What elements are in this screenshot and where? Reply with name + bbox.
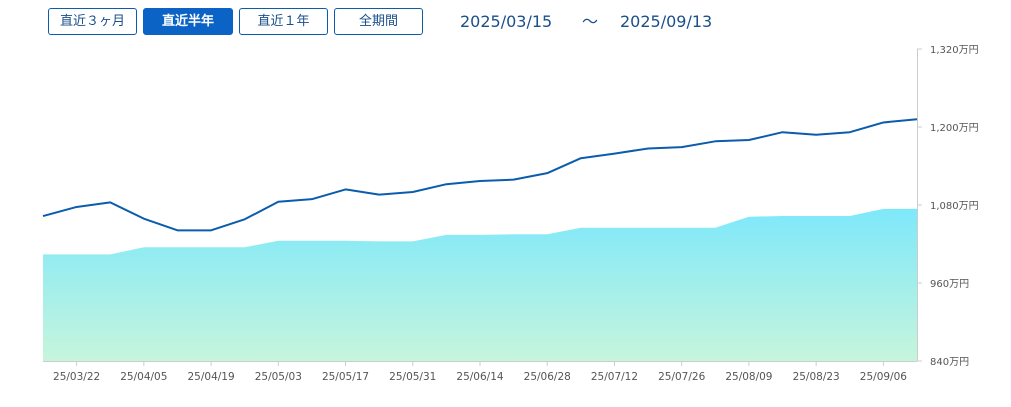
- y-tick-label: 1,080万円: [930, 201, 979, 212]
- x-tick-label: 25/08/09: [725, 371, 772, 383]
- x-tick-label: 25/08/23: [793, 371, 840, 383]
- x-tick-label: 25/09/06: [860, 371, 907, 383]
- x-tick-label: 25/06/14: [456, 371, 503, 383]
- x-tick-label: 25/05/31: [389, 371, 436, 383]
- range-start-date: 2025/03/15: [460, 12, 553, 31]
- y-tick-label: 840万円: [930, 357, 969, 368]
- range-6months-button[interactable]: 直近半年: [143, 8, 233, 35]
- range-end-date: 2025/09/13: [620, 12, 713, 31]
- x-tick-label: 25/04/19: [187, 371, 234, 383]
- y-tick-label: 960万円: [930, 279, 969, 290]
- x-tick-label: 25/05/17: [322, 371, 369, 383]
- x-tick-label: 25/06/28: [524, 371, 571, 383]
- x-tick-label: 25/03/22: [53, 371, 100, 383]
- x-tick-label: 25/05/03: [255, 371, 302, 383]
- x-tick-label: 25/04/05: [120, 371, 167, 383]
- x-tick-label: 25/07/26: [658, 371, 705, 383]
- range-3months-button[interactable]: 直近３ヶ月: [48, 8, 137, 35]
- area-series-1: [43, 208, 917, 361]
- range-all-button[interactable]: 全期間: [334, 8, 423, 35]
- y-tick-label: 1,200万円: [930, 123, 979, 134]
- range-separator: ～: [582, 12, 599, 31]
- y-tick-label: 1,320万円: [930, 45, 979, 56]
- line-series-0: [42, 118, 918, 232]
- period-toolbar: 直近３ヶ月 直近半年 直近１年 全期間 2025/03/15 ～ 2025/09…: [0, 0, 1011, 40]
- x-tick-label: 25/07/12: [591, 371, 638, 383]
- range-1year-button[interactable]: 直近１年: [239, 8, 328, 35]
